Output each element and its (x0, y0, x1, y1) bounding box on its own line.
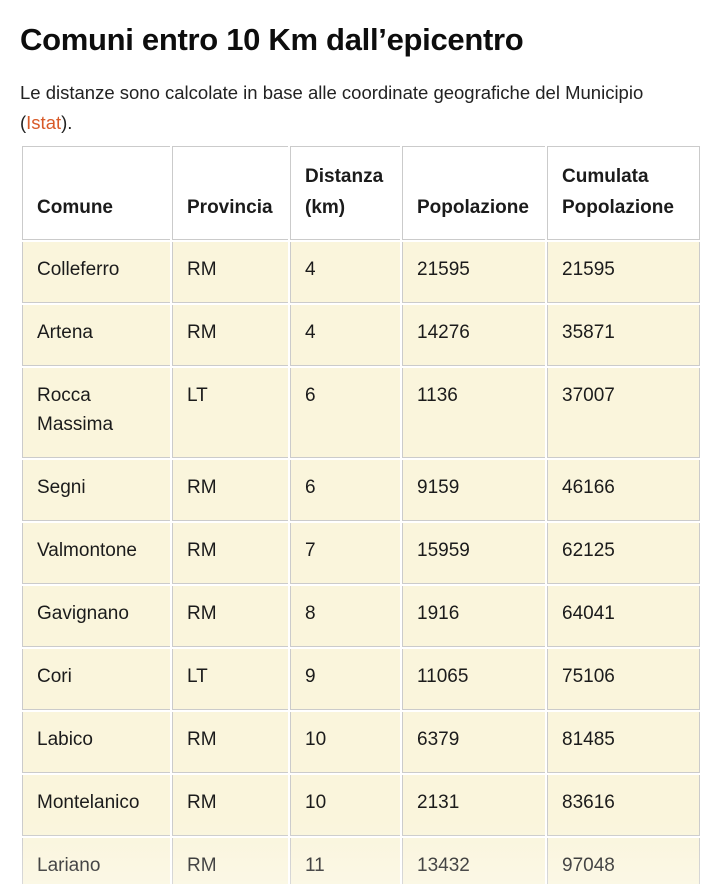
cell-cumulata: 97048 (547, 838, 700, 884)
cell-provincia: LT (172, 649, 288, 710)
cell-comune: Cori (22, 649, 170, 710)
cell-provincia: RM (172, 305, 288, 366)
cell-provincia: LT (172, 368, 288, 458)
header-distanza: Distanza (km) (290, 146, 400, 240)
cell-cumulata: 21595 (547, 242, 700, 303)
table-row: Gavignano RM 8 1916 64041 (22, 586, 700, 647)
cell-comune: Labico (22, 712, 170, 773)
cell-distanza: 6 (290, 460, 400, 521)
subtitle-text-after: ). (61, 112, 73, 133)
cell-cumulata: 81485 (547, 712, 700, 773)
cell-provincia: RM (172, 523, 288, 584)
cell-comune: Colleferro (22, 242, 170, 303)
istat-link[interactable]: Istat (26, 112, 62, 133)
cell-provincia: RM (172, 242, 288, 303)
cell-distanza: 6 (290, 368, 400, 458)
table-row: Cori LT 9 11065 75106 (22, 649, 700, 710)
cell-comune: Gavignano (22, 586, 170, 647)
cell-provincia: RM (172, 460, 288, 521)
cell-popolazione: 15959 (402, 523, 545, 584)
cell-comune: Montelanico (22, 775, 170, 836)
cell-popolazione: 21595 (402, 242, 545, 303)
cell-cumulata: 64041 (547, 586, 700, 647)
cell-comune: Artena (22, 305, 170, 366)
cell-distanza: 4 (290, 242, 400, 303)
cell-popolazione: 1916 (402, 586, 545, 647)
table-row: Valmontone RM 7 15959 62125 (22, 523, 700, 584)
header-provincia: Provincia (172, 146, 288, 240)
cell-cumulata: 46166 (547, 460, 700, 521)
cell-distanza: 7 (290, 523, 400, 584)
cell-distanza: 4 (290, 305, 400, 366)
cell-distanza: 11 (290, 838, 400, 884)
subtitle-text-before: Le distanze sono calcolate in base alle … (20, 82, 644, 133)
cell-provincia: RM (172, 586, 288, 647)
header-row: Comune Provincia Distanza (km) Popolazio… (22, 146, 700, 240)
cell-popolazione: 6379 (402, 712, 545, 773)
cell-provincia: RM (172, 712, 288, 773)
cell-cumulata: 75106 (547, 649, 700, 710)
cell-distanza: 8 (290, 586, 400, 647)
table-row: Segni RM 6 9159 46166 (22, 460, 700, 521)
cell-comune: Segni (22, 460, 170, 521)
cell-popolazione: 9159 (402, 460, 545, 521)
cell-popolazione: 14276 (402, 305, 545, 366)
table-row: Montelanico RM 10 2131 83616 (22, 775, 700, 836)
table-row: Lariano RM 11 13432 97048 (22, 838, 700, 884)
table-body: Colleferro RM 4 21595 21595 Artena RM 4 14276 358… (22, 242, 700, 884)
header-cumulata: Cumulata Popolazione (547, 146, 700, 240)
table-row: Rocca Massima LT 6 1136 37007 (22, 368, 700, 458)
cell-cumulata: 35871 (547, 305, 700, 366)
cell-cumulata: 62125 (547, 523, 700, 584)
header-popolazione: Popolazione (402, 146, 545, 240)
table-row: Artena RM 4 14276 35871 (22, 305, 700, 366)
cell-comune: Rocca Massima (22, 368, 170, 458)
cell-popolazione: 13432 (402, 838, 545, 884)
cell-provincia: RM (172, 775, 288, 836)
subtitle: Le distanze sono calcolate in base alle … (0, 58, 716, 138)
cell-comune: Lariano (22, 838, 170, 884)
cell-popolazione: 1136 (402, 368, 545, 458)
cell-comune: Valmontone (22, 523, 170, 584)
comuni-table: Comune Provincia Distanza (km) Popolazio… (20, 144, 702, 884)
cell-distanza: 9 (290, 649, 400, 710)
cell-distanza: 10 (290, 712, 400, 773)
header-comune: Comune (22, 146, 170, 240)
cell-provincia: RM (172, 838, 288, 884)
cell-popolazione: 11065 (402, 649, 545, 710)
cell-cumulata: 83616 (547, 775, 700, 836)
cell-popolazione: 2131 (402, 775, 545, 836)
cell-cumulata: 37007 (547, 368, 700, 458)
page-title: Comuni entro 10 Km dall’epicentro (20, 22, 524, 57)
table-row: Labico RM 10 6379 81485 (22, 712, 700, 773)
table-container: Comune Provincia Distanza (km) Popolazio… (0, 144, 720, 884)
table-row: Colleferro RM 4 21595 21595 (22, 242, 700, 303)
cell-distanza: 10 (290, 775, 400, 836)
